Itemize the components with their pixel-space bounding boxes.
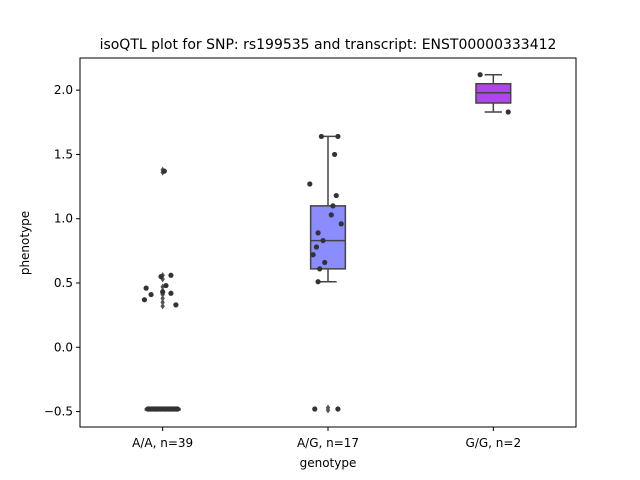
plot-frame (79, 57, 577, 428)
data-point (313, 244, 320, 250)
x-axis-label: genotype (300, 456, 357, 470)
data-point (152, 406, 158, 412)
box-2 (475, 73, 512, 113)
x-tick-label: A/A, n=39 (132, 436, 193, 450)
data-point (143, 285, 149, 291)
data-point (330, 203, 336, 209)
data-point (338, 221, 344, 227)
y-axis: −0.5 0.0 0.5 1.0 1.5 2.0 (44, 83, 80, 419)
data-point (318, 133, 324, 140)
y-tick-label: 2.0 (54, 83, 73, 97)
y-tick-label: 1.5 (54, 147, 73, 161)
y-axis-label: phenotype (18, 211, 32, 275)
outlier-marker (160, 299, 165, 306)
data-point (158, 273, 164, 280)
data-point (162, 406, 168, 412)
data-point (168, 272, 174, 278)
x-tick-label: G/G, n=2 (466, 436, 522, 450)
data-point (157, 406, 163, 412)
data-point (160, 289, 166, 295)
data-point (328, 212, 334, 218)
data-point (320, 237, 326, 244)
data-point (307, 181, 313, 187)
x-tick-label: A/G, n=17 (297, 436, 359, 450)
chart-title: isoQTL plot for SNP: rs199535 and transc… (100, 37, 557, 53)
y-tick-label: 0.5 (54, 276, 73, 290)
x-axis: A/A, n=39 A/G, n=17 G/G, n=2 (132, 427, 521, 450)
data-point (317, 266, 323, 272)
data-point (310, 252, 316, 258)
data-point (315, 230, 321, 236)
box-1 (309, 135, 347, 414)
data-point (335, 133, 341, 140)
data-point (315, 279, 321, 285)
data-point (333, 192, 339, 199)
data-point (168, 290, 174, 296)
y-tick-label: 1.0 (54, 212, 73, 226)
data-point (141, 297, 148, 303)
box-body (309, 205, 347, 270)
outlier-marker (160, 302, 165, 310)
data-point (332, 151, 338, 158)
points-layer (141, 72, 511, 412)
outlier-marker (325, 407, 331, 414)
data-point (167, 406, 173, 412)
data-point (322, 259, 328, 266)
y-tick-label: 0.0 (54, 340, 73, 354)
data-point (163, 282, 169, 289)
data-point (161, 168, 167, 174)
data-point (477, 72, 483, 78)
data-point (148, 291, 154, 298)
data-point (173, 302, 179, 308)
data-point (312, 406, 318, 412)
y-tick-label: −0.5 (44, 405, 73, 419)
data-point (335, 406, 341, 412)
data-point (505, 109, 511, 115)
outlier-marker (160, 295, 165, 302)
